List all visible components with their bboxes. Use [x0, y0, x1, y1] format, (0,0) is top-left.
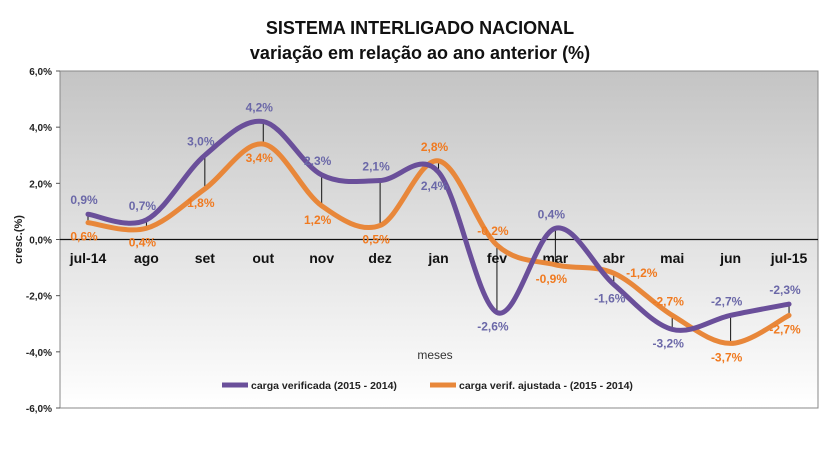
data-label: 2,8%	[421, 140, 449, 154]
data-label: 0,4%	[538, 207, 566, 221]
data-label: 3,0%	[187, 134, 215, 148]
data-label: 0,9%	[70, 193, 98, 207]
x-tick-label: jul-15	[770, 250, 808, 266]
data-label: -2,7%	[653, 294, 685, 308]
y-tick-label: 0,0%	[29, 236, 52, 247]
x-tick-label: mai	[660, 250, 684, 266]
data-label: -1,2%	[626, 266, 658, 280]
data-label: 1,2%	[304, 213, 332, 227]
data-label: 0,6%	[70, 230, 98, 244]
data-label: 0,7%	[129, 199, 157, 213]
chart-subtitle: variação em relação ao ano anterior (%)	[249, 43, 591, 63]
data-label: -2,3%	[769, 283, 801, 297]
data-label: 0,5%	[362, 232, 390, 246]
data-label: -3,7%	[711, 350, 743, 364]
y-tick-label: 2,0%	[29, 179, 52, 190]
data-label: 1,8%	[187, 196, 215, 210]
series-line	[85, 141, 792, 346]
x-tick-label: nov	[309, 250, 334, 266]
data-label: -2,6%	[477, 320, 509, 334]
data-label: -0,9%	[536, 272, 568, 286]
y-tick-label: -6,0%	[26, 404, 52, 415]
data-label: -2,7%	[711, 294, 743, 308]
data-label: -1,6%	[594, 291, 626, 305]
x-tick-label: jun	[719, 250, 741, 266]
x-tick-label: out	[252, 250, 274, 266]
data-label: 2,3%	[304, 154, 332, 168]
data-label: -0,2%	[477, 224, 509, 238]
y-axis-label: cresc.(%)	[13, 215, 25, 264]
data-label: -2,7%	[769, 322, 801, 336]
x-tick-label: dez	[368, 250, 391, 266]
x-tick-label: jan	[427, 250, 448, 266]
data-label: 3,4%	[246, 151, 274, 165]
y-tick-label: 6,0%	[29, 67, 52, 78]
series-line	[85, 118, 792, 333]
x-axis-label: meses	[417, 348, 452, 362]
legend-label: carga verif. ajustada - (2015 - 2014)	[459, 380, 633, 392]
y-tick-label: -2,0%	[26, 292, 52, 303]
data-label: 4,2%	[246, 101, 274, 115]
data-label: 2,1%	[362, 160, 390, 174]
data-label: -3,2%	[653, 336, 685, 350]
x-tick-label: set	[195, 250, 216, 266]
data-label: 0,4%	[129, 235, 157, 249]
chart-title: SISTEMA INTERLIGADO NACIONAL	[265, 18, 575, 38]
x-tick-label: jul-14	[69, 250, 107, 266]
y-tick-label: -4,0%	[26, 348, 52, 359]
y-tick-label: 4,0%	[29, 123, 52, 134]
data-label: 2,4%	[421, 179, 449, 193]
legend-label: carga verificada (2015 - 2014)	[251, 380, 397, 392]
x-tick-label: abr	[603, 250, 625, 266]
x-tick-label: ago	[134, 250, 159, 266]
